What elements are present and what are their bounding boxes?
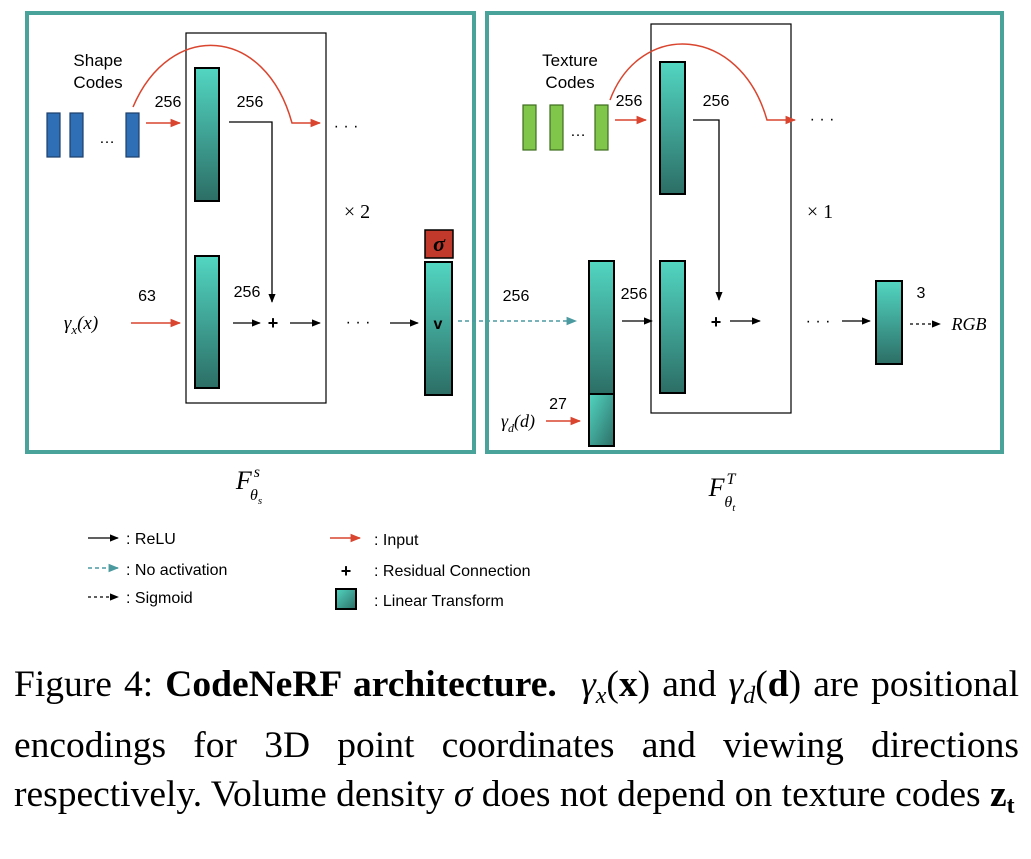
- shape-codes-label-2: Codes: [73, 73, 122, 92]
- texture-output-linear: [875, 280, 903, 365]
- legend-linear: : Linear Transform: [374, 593, 504, 610]
- shape-ellipsis-mid: · · ·: [346, 314, 371, 331]
- architecture-diagram: Shape Codes … 256 256 · · · γx(x) 63 256…: [25, 11, 1004, 610]
- shape-linear-mid: [194, 255, 220, 389]
- shape-code-n: [125, 112, 140, 158]
- legend-residual-symbol: +: [341, 561, 352, 581]
- texture-ellipsis-top: · · ·: [810, 111, 835, 128]
- shape-branch-frame: [25, 11, 476, 454]
- texture-code-1: [522, 104, 537, 151]
- legend-sigmoid: : Sigmoid: [126, 590, 193, 607]
- texture-codes-label-2: Codes: [545, 73, 594, 92]
- sigma-box: [424, 229, 454, 259]
- legend-no-activation: : No activation: [126, 562, 227, 579]
- rgb-output-label: RGB: [951, 314, 987, 334]
- legend-relu: : ReLU: [126, 531, 176, 548]
- texture-branch-frame: [485, 11, 1004, 454]
- texture-code-2: [549, 104, 564, 151]
- feature-v-box: [424, 261, 453, 396]
- caption-body-2: does not depend on texture codes: [481, 774, 981, 815]
- texture-code-skip-curve: [609, 43, 797, 125]
- shape-branch: Shape Codes … 256 256 · · · γx(x) 63 256…: [25, 11, 476, 507]
- texture-concat-feature: [588, 260, 615, 395]
- shape-code-dim: 256: [155, 94, 182, 111]
- texture-residual-plus: +: [711, 312, 722, 332]
- feature-v-label: v: [434, 316, 443, 333]
- caption-sigma: σ: [453, 774, 473, 815]
- texture-repeat-block: [650, 23, 792, 414]
- caption-gamma-x: γx: [580, 664, 607, 709]
- sigma-label: σ: [433, 231, 446, 256]
- texture-codes-ellipsis: …: [570, 123, 586, 140]
- shape-code-2: [69, 112, 84, 158]
- shape-skip-arrow: [229, 121, 276, 303]
- texture-linear-top: [659, 61, 686, 195]
- legend-residual: : Residual Connection: [374, 563, 531, 580]
- shape-code-skip-curve: [132, 44, 322, 128]
- view-encoding: γd(d): [501, 411, 535, 435]
- shape-input-dim: 63: [138, 288, 156, 305]
- shape-codes-ellipsis: …: [99, 130, 115, 147]
- shape-code-1: [46, 112, 61, 158]
- texture-concat-view: [588, 393, 615, 447]
- shape-hidden-dim-mid: 256: [234, 284, 261, 301]
- texture-ellipsis-mid: · · ·: [806, 313, 831, 330]
- shape-repeat-count: × 2: [344, 201, 370, 223]
- texture-feature-dim: 256: [503, 288, 530, 305]
- caption-gamma-d: γd: [728, 664, 756, 709]
- figure-caption: Figure 4: CodeNeRF architecture. γx(x) a…: [14, 664, 1019, 819]
- texture-hidden-dim-mid: 256: [621, 286, 648, 303]
- caption-title: CodeNeRF architecture.: [165, 664, 557, 705]
- shape-codes-label-1: Shape: [73, 51, 122, 70]
- legend: : ReLU : No activation : Sigmoid : Input…: [88, 531, 531, 610]
- texture-code-n: [594, 104, 609, 151]
- texture-hidden-dim-top: 256: [703, 93, 730, 110]
- texture-codes-label-1: Texture: [542, 51, 598, 70]
- texture-skip-arrow: [693, 119, 723, 301]
- texture-linear-mid: [659, 260, 686, 394]
- output-dim: 3: [917, 285, 926, 302]
- legend-linear-swatch: [335, 588, 357, 610]
- caption-z: zt: [989, 774, 1015, 819]
- texture-repeat-count: × 1: [807, 201, 833, 223]
- view-dim: 27: [549, 396, 567, 413]
- texture-branch: Texture Codes … 256 256 · · · × 1 256 γd…: [485, 11, 1004, 514]
- legend-input: : Input: [374, 532, 419, 549]
- caption-prefix: Figure 4:: [14, 664, 166, 705]
- shape-residual-plus: +: [268, 313, 279, 333]
- shape-repeat-block: [185, 32, 327, 404]
- shape-ellipsis-top: · · ·: [334, 118, 359, 135]
- caption-body: are positional encodings for 3D point co…: [14, 664, 1019, 815]
- shape-hidden-dim-top: 256: [237, 94, 264, 111]
- shape-linear-top: [194, 67, 220, 202]
- texture-code-dim: 256: [616, 93, 643, 110]
- shape-input-encoding: γx(x): [64, 313, 98, 337]
- caption-and: and: [662, 664, 717, 705]
